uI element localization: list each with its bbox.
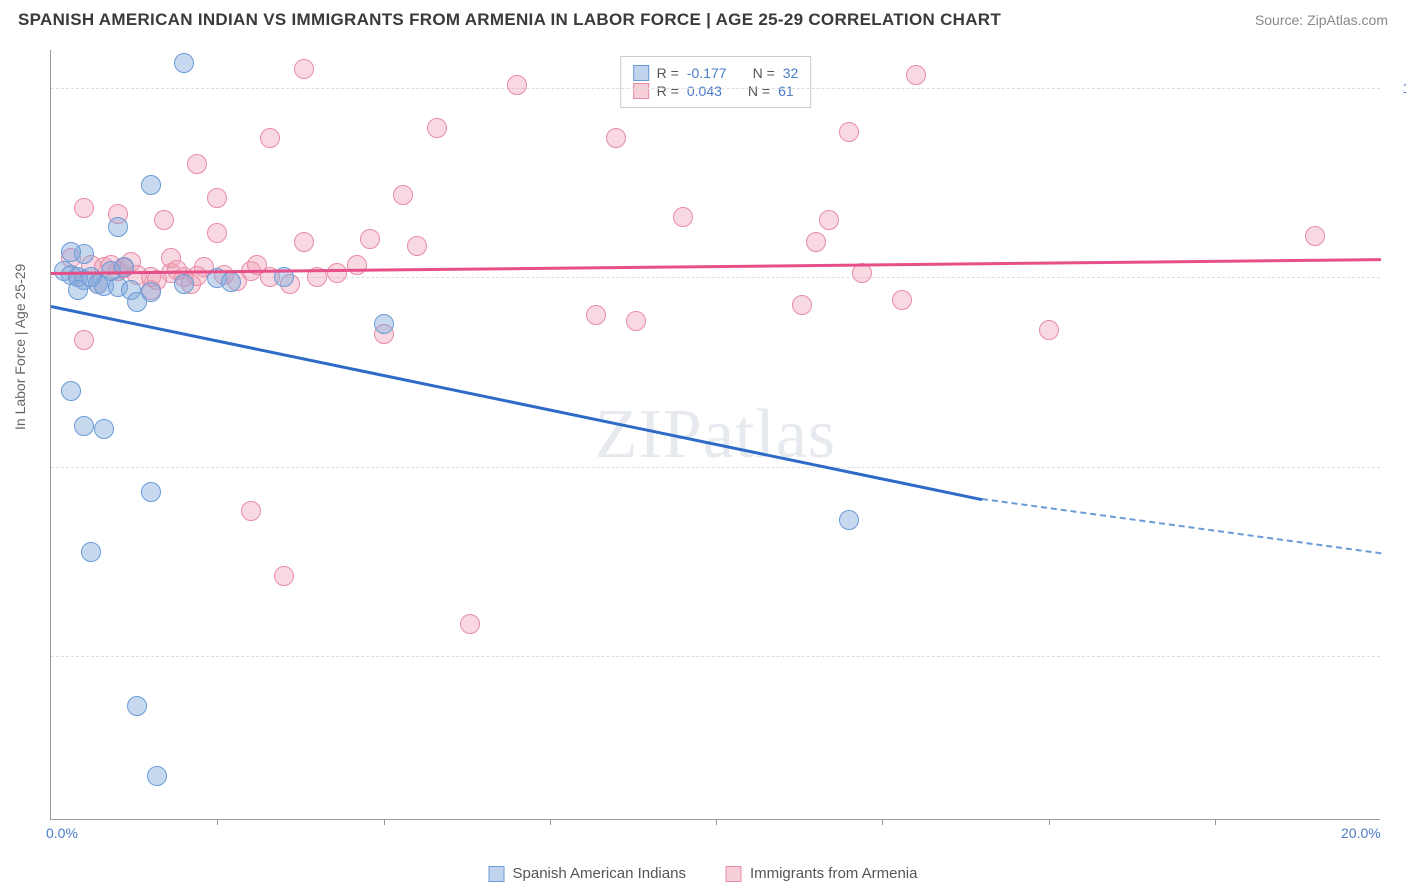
legend-swatch-pink [726, 866, 742, 882]
gridline-h [51, 88, 1380, 89]
scatter-point-blue [839, 510, 859, 530]
chart-title: SPANISH AMERICAN INDIAN VS IMMIGRANTS FR… [18, 10, 1001, 30]
scatter-point-blue [81, 542, 101, 562]
scatter-point-pink [852, 263, 872, 283]
x-tick-mark [882, 819, 883, 825]
scatter-point-pink [360, 229, 380, 249]
scatter-point-pink [187, 154, 207, 174]
scatter-point-blue [108, 217, 128, 237]
scatter-point-blue [61, 381, 81, 401]
scatter-point-blue [221, 272, 241, 292]
x-tick-mark [716, 819, 717, 825]
scatter-point-pink [393, 185, 413, 205]
scatter-point-pink [839, 122, 859, 142]
scatter-point-pink [74, 198, 94, 218]
legend-n-label: N = [748, 83, 770, 99]
scatter-point-blue [374, 314, 394, 334]
gridline-h [51, 467, 1380, 468]
legend-row: R = -0.177 N = 32 [633, 65, 799, 81]
scatter-point-blue [114, 257, 134, 277]
source-label: Source: ZipAtlas.com [1255, 12, 1388, 28]
scatter-point-blue [127, 292, 147, 312]
scatter-point-pink [806, 232, 826, 252]
scatter-point-pink [1305, 226, 1325, 246]
scatter-point-blue [174, 53, 194, 73]
x-tick-label: 20.0% [1341, 825, 1381, 841]
scatter-point-blue [81, 267, 101, 287]
gridline-h [51, 656, 1380, 657]
scatter-point-pink [407, 236, 427, 256]
scatter-point-pink [673, 207, 693, 227]
x-tick-mark [1215, 819, 1216, 825]
scatter-point-pink [274, 566, 294, 586]
legend-r-value: 0.043 [687, 83, 722, 99]
legend-r-value: -0.177 [687, 65, 727, 81]
legend-n-value: 32 [783, 65, 799, 81]
scatter-point-pink [207, 188, 227, 208]
trend-line-blue-dashed [982, 498, 1381, 554]
legend-item: Immigrants from Armenia [726, 865, 918, 882]
x-tick-mark [1049, 819, 1050, 825]
scatter-point-pink [207, 223, 227, 243]
scatter-point-blue [174, 274, 194, 294]
chart-plot-area: ZIPatlas R = -0.177N = 32R = 0.043N = 61… [50, 50, 1380, 820]
legend-row: R = 0.043 N = 61 [633, 83, 799, 99]
scatter-point-pink [241, 501, 261, 521]
scatter-point-pink [819, 210, 839, 230]
scatter-point-pink [74, 330, 94, 350]
scatter-point-pink [347, 255, 367, 275]
scatter-point-pink [260, 128, 280, 148]
legend-n-value: 61 [778, 83, 794, 99]
scatter-point-pink [626, 311, 646, 331]
x-tick-mark [550, 819, 551, 825]
legend-item-label: Spanish American Indians [513, 865, 686, 882]
scatter-point-pink [892, 290, 912, 310]
legend-swatch-blue [633, 65, 649, 81]
scatter-point-blue [127, 696, 147, 716]
scatter-point-pink [327, 263, 347, 283]
scatter-point-pink [792, 295, 812, 315]
series-legend: Spanish American Indians Immigrants from … [489, 865, 918, 882]
correlation-legend: R = -0.177 N = 32 R = 0.043 N = 61 [620, 56, 812, 108]
scatter-point-pink [427, 118, 447, 138]
y-tick-label: 100.0% [1403, 80, 1406, 96]
x-tick-mark [384, 819, 385, 825]
legend-r-label: R = [657, 65, 679, 81]
scatter-point-pink [606, 128, 626, 148]
scatter-point-blue [141, 175, 161, 195]
scatter-point-pink [586, 305, 606, 325]
scatter-point-blue [147, 766, 167, 786]
legend-n-label: N = [753, 65, 775, 81]
scatter-point-pink [1039, 320, 1059, 340]
legend-item-label: Immigrants from Armenia [750, 865, 918, 882]
legend-r-label: R = [657, 83, 679, 99]
scatter-point-pink [154, 210, 174, 230]
scatter-point-pink [906, 65, 926, 85]
scatter-point-blue [74, 416, 94, 436]
scatter-point-pink [460, 614, 480, 634]
x-tick-mark [217, 819, 218, 825]
scatter-point-pink [294, 232, 314, 252]
header: SPANISH AMERICAN INDIAN VS IMMIGRANTS FR… [0, 0, 1406, 40]
scatter-point-pink [294, 59, 314, 79]
legend-swatch-blue [489, 866, 505, 882]
legend-item: Spanish American Indians [489, 865, 686, 882]
scatter-point-blue [61, 242, 81, 262]
scatter-point-blue [94, 419, 114, 439]
trend-line-blue [51, 305, 982, 501]
scatter-point-blue [141, 482, 161, 502]
scatter-point-pink [507, 75, 527, 95]
x-tick-label: 0.0% [46, 825, 78, 841]
legend-swatch-pink [633, 83, 649, 99]
y-axis-label: In Labor Force | Age 25-29 [12, 264, 28, 430]
